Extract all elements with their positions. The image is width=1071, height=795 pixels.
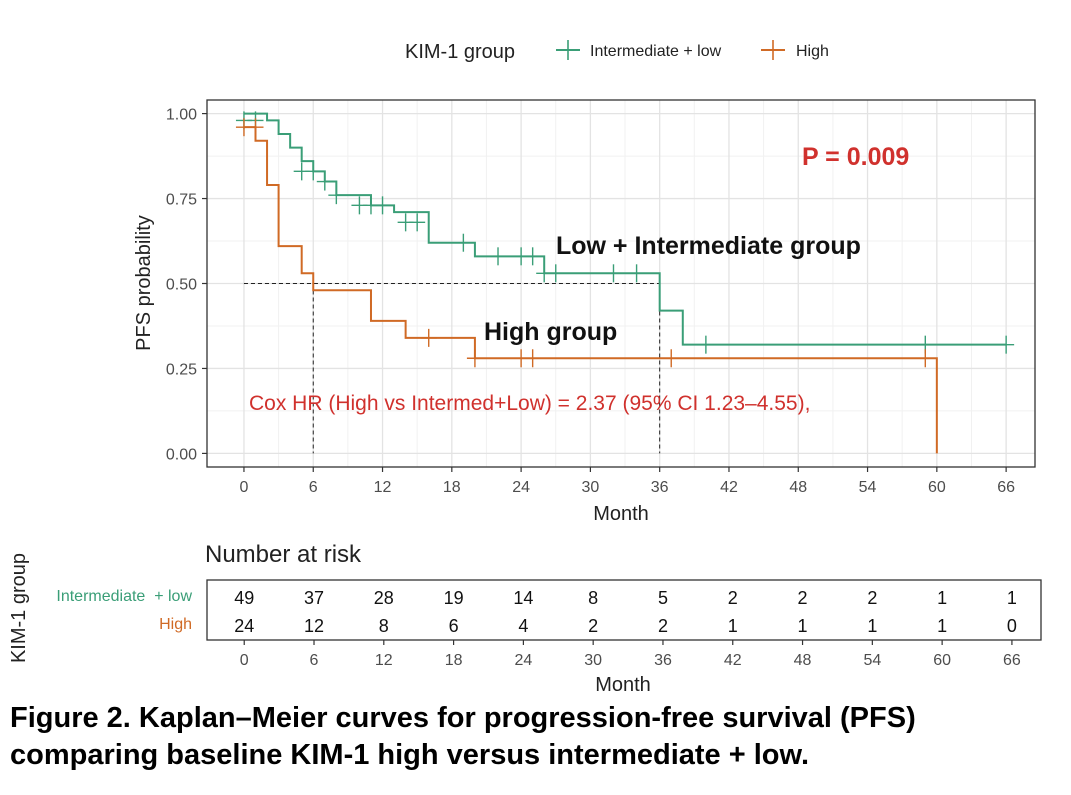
x-tick-label: 0	[240, 479, 249, 496]
y-tick-label: 1.00	[166, 107, 197, 124]
risk-x-tick-label: 18	[445, 652, 463, 669]
y-axis-ticks: 0.00 0.25 0.50 0.75 1.00	[166, 107, 207, 463]
risk-count: 8	[588, 588, 598, 608]
caption-line-1: Figure 2. Kaplan–Meier curves for progre…	[10, 702, 916, 734]
risk-count: 28	[374, 588, 394, 608]
p-value-annotation: P = 0.009	[802, 143, 909, 171]
x-tick-label: 18	[443, 479, 461, 496]
high-group-label: High group	[484, 318, 617, 346]
risk-count: 1	[937, 588, 947, 608]
risk-count: 1	[937, 616, 947, 636]
risk-table-x-label: Month	[595, 674, 651, 696]
risk-x-tick-label: 42	[724, 652, 742, 669]
risk-count: 1	[867, 616, 877, 636]
x-tick-label: 36	[651, 479, 669, 496]
risk-count: 5	[658, 588, 668, 608]
risk-count: 8	[379, 616, 389, 636]
risk-count: 1	[798, 616, 808, 636]
risk-x-tick-label: 66	[1003, 652, 1021, 669]
risk-x-tick-label: 6	[310, 652, 319, 669]
risk-count: 6	[449, 616, 459, 636]
risk-count: 12	[304, 616, 324, 636]
y-axis-label: PFS probability	[133, 215, 155, 351]
risk-x-tick-label: 30	[584, 652, 602, 669]
risk-count: 1	[728, 616, 738, 636]
risk-x-tick-label: 60	[933, 652, 951, 669]
legend-label-intermediate: Intermediate + low	[590, 43, 722, 60]
low-intermediate-group-label: Low + Intermediate group	[556, 232, 861, 260]
kaplan-meier-figure: KIM-1 group Intermediate + low High 0.00…	[8, 40, 1042, 696]
risk-count: 24	[234, 616, 254, 636]
risk-x-tick-label: 48	[794, 652, 812, 669]
risk-x-tick-label: 36	[654, 652, 672, 669]
risk-count: 49	[234, 588, 254, 608]
survival-curves	[235, 111, 1015, 454]
risk-count: 37	[304, 588, 324, 608]
risk-row-label-intermediate: Intermediate + low	[56, 588, 192, 605]
risk-row-label-high: High	[159, 616, 192, 633]
risk-count: 2	[588, 616, 598, 636]
y-tick-label: 0.75	[166, 192, 197, 209]
x-tick-label: 42	[720, 479, 738, 496]
risk-count: 2	[867, 588, 877, 608]
x-axis-label: Month	[593, 503, 649, 525]
x-tick-label: 54	[859, 479, 877, 496]
risk-table-title: Number at risk	[205, 541, 362, 568]
legend-label-high: High	[796, 43, 829, 60]
figure-caption: Figure 2. Kaplan–Meier curves for progre…	[10, 700, 1070, 774]
x-tick-label: 30	[581, 479, 599, 496]
risk-table: Number at risk KIM-1 group Intermediate …	[8, 541, 1042, 696]
x-tick-label: 6	[309, 479, 318, 496]
risk-count: 19	[444, 588, 464, 608]
risk-table-counts: 49 37 28 19 14 8 5 2 2 2 1 1 24 12 8 6 4 2 2 1 1 1 1 0	[234, 588, 1017, 636]
survival-curve-high	[243, 126, 938, 454]
x-tick-label: 12	[374, 479, 392, 496]
x-tick-label: 48	[789, 479, 807, 496]
risk-count: 4	[518, 616, 528, 636]
x-tick-label: 60	[928, 479, 946, 496]
risk-x-tick-label: 24	[514, 652, 532, 669]
y-tick-label: 0.50	[166, 277, 197, 294]
x-tick-label: 66	[997, 479, 1015, 496]
risk-table-x-ticks: 0 6 12 18 24 30 36 42 48 54 60 66	[240, 640, 1021, 669]
y-tick-label: 0.00	[166, 446, 197, 463]
x-axis-ticks: 0 6 12 18 24 30 36 42 48 54 60 66	[240, 467, 1015, 496]
cox-hr-annotation: Cox HR (High vs Intermed+Low) = 2.37 (95…	[249, 392, 810, 415]
caption-line-2: comparing baseline KIM-1 high versus int…	[10, 739, 810, 771]
risk-x-tick-label: 0	[240, 652, 249, 669]
risk-count: 0	[1007, 616, 1017, 636]
risk-table-border	[206, 579, 1042, 641]
legend-title: KIM-1 group	[405, 41, 515, 63]
y-tick-label: 0.25	[166, 361, 197, 378]
risk-table-y-label: KIM-1 group	[8, 553, 30, 663]
risk-count: 14	[513, 588, 533, 608]
legend: KIM-1 group Intermediate + low High	[405, 40, 829, 63]
risk-count: 2	[798, 588, 808, 608]
risk-count: 1	[1007, 588, 1017, 608]
plot-panel: 0.00 0.25 0.50 0.75 1.00 0 6 12 18 24 30 36 42 48 54 6…	[166, 99, 1036, 496]
risk-x-tick-label: 54	[863, 652, 881, 669]
risk-count: 2	[728, 588, 738, 608]
x-tick-label: 24	[512, 479, 530, 496]
median-lines	[243, 283, 661, 454]
risk-x-tick-label: 12	[375, 652, 393, 669]
risk-count: 2	[658, 616, 668, 636]
